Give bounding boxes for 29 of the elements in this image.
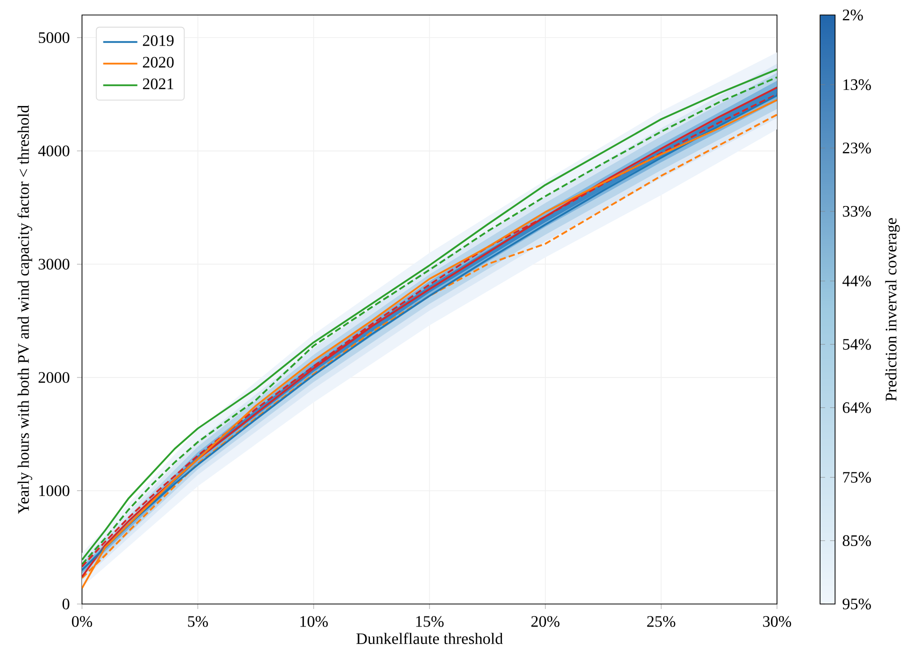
color-bar-label: 13% — [844, 79, 871, 90]
legend-label: 2019 — [142, 35, 174, 46]
x-tick-label: 0% — [72, 616, 92, 627]
legend-label: 2021 — [142, 78, 174, 90]
color-bar-label: 64% — [842, 402, 871, 414]
color-bar-label: 54% — [843, 338, 871, 350]
x-tick-label: 20% — [531, 616, 560, 627]
y-tick-label: 4000 — [38, 146, 70, 156]
x-tick-label: 25% — [647, 616, 676, 627]
color-bar-label: 75% — [843, 472, 871, 483]
color-bar-label: 85% — [842, 535, 871, 546]
y-tick-label: 5000 — [38, 32, 70, 44]
x-tick-label: 5% — [188, 616, 208, 627]
y-axis-title: Yearly hours with both PV and wind capacity factor < threshold — [17, 105, 32, 514]
y-tick-label: 2000 — [38, 372, 70, 383]
color-bar-label: 23% — [842, 142, 871, 154]
y-tick-label: 1000 — [39, 485, 70, 496]
x-tick-label: 30% — [763, 616, 792, 627]
x-tick-label: 10% — [300, 616, 328, 627]
color-bar-label: 44% — [842, 276, 871, 286]
color-bar-title: Prediction inverval coverage — [885, 218, 900, 401]
y-tick-label: 3000 — [38, 258, 70, 270]
color-bar-label: 2% — [842, 10, 863, 20]
color-bar-label: 95% — [842, 598, 871, 610]
legend-label: 2020 — [142, 56, 174, 68]
color-bar-label: 33% — [842, 206, 871, 217]
y-tick-label: 0 — [62, 598, 70, 610]
x-axis-title: Dunkelflaute threshold — [356, 632, 503, 644]
x-tick-label: 15% — [416, 616, 444, 627]
